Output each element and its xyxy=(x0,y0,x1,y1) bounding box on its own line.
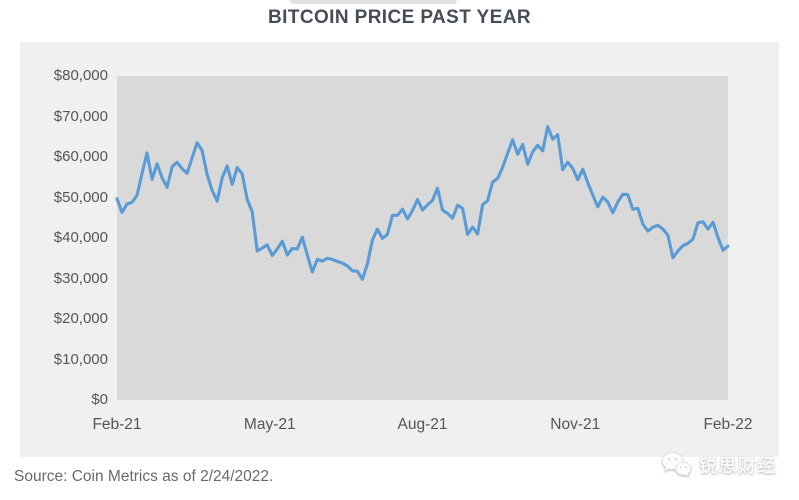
chart-title: BITCOIN PRICE PAST YEAR xyxy=(268,7,531,28)
y-axis-tick-label: $50,000 xyxy=(53,188,108,206)
top-crop-artifact xyxy=(290,0,457,4)
y-axis-tick-label: $40,000 xyxy=(53,229,108,246)
y-axis-tick-label: $70,000 xyxy=(53,107,108,125)
x-axis-tick-label: Nov-21 xyxy=(550,416,601,433)
y-axis-tick-label: $0 xyxy=(91,391,108,408)
x-axis-tick-label: Aug-21 xyxy=(397,416,448,433)
y-axis-tick-label: $10,000 xyxy=(53,350,108,368)
watermark: 锐思财经 xyxy=(661,451,777,478)
y-axis-tick-label: $20,000 xyxy=(53,310,108,327)
source-caption: Source: Coin Metrics as of 2/24/2022. xyxy=(14,468,274,485)
y-axis-tick-label: $80,000 xyxy=(53,67,108,84)
wechat-icon xyxy=(662,452,692,478)
chart-panel: $80,000 $70,000 $60,000 $50,000 $40,000 $30,0… xyxy=(20,42,779,457)
y-axis-tick-label: $60,000 xyxy=(53,148,108,165)
price-line-series xyxy=(115,125,730,281)
watermark-text: 锐思财经 xyxy=(699,455,777,476)
x-axis-tick-label: Feb-21 xyxy=(92,416,142,433)
y-axis-tick-label: $30,000 xyxy=(53,269,108,287)
x-axis-tick-label: May-21 xyxy=(243,416,296,433)
price-line-chart xyxy=(115,125,730,281)
x-axis-tick-label: Feb-22 xyxy=(703,416,753,433)
plot-area xyxy=(115,76,730,400)
